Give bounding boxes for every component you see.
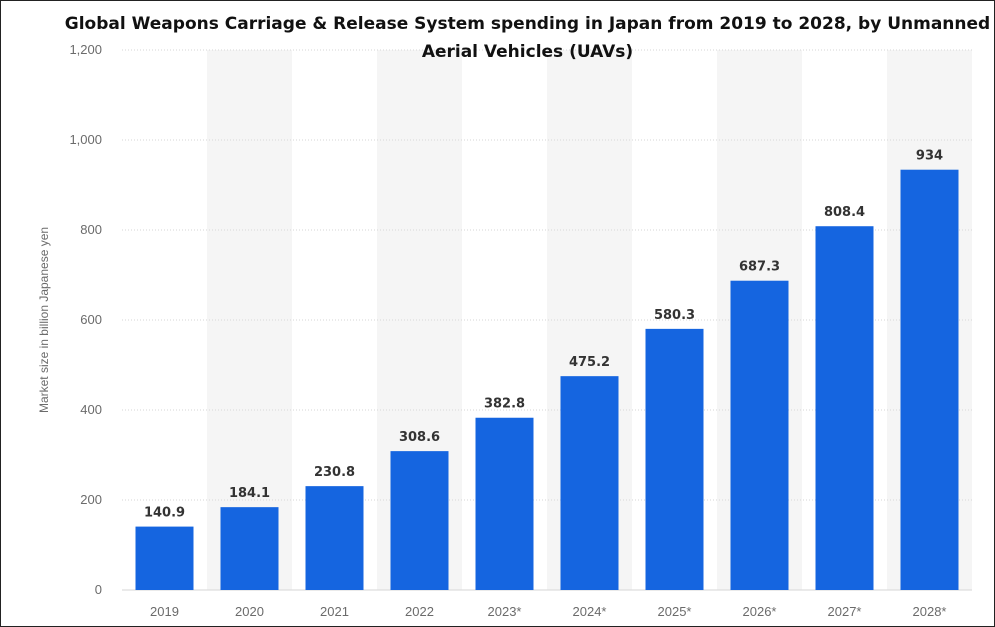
x-tick-label: 2027* xyxy=(828,604,862,619)
bar xyxy=(900,169,959,590)
x-tick-label: 2019 xyxy=(150,604,179,619)
x-tick-label: 2020 xyxy=(235,604,264,619)
y-tick-label: 800 xyxy=(80,222,102,237)
bar xyxy=(220,507,279,590)
chart-title-line-2: Aerial Vehicles (UAVs) xyxy=(421,42,634,62)
y-tick-label: 400 xyxy=(80,402,102,417)
bar xyxy=(305,486,364,590)
bar xyxy=(815,226,874,590)
y-tick-label: 200 xyxy=(80,492,102,507)
bar xyxy=(560,376,619,590)
bar xyxy=(730,280,789,590)
y-tick-label: 600 xyxy=(80,312,102,327)
x-tick-label: 2024* xyxy=(573,604,607,619)
chart-title-line-1: Global Weapons Carriage & Release System… xyxy=(64,14,991,34)
value-label: 184.1 xyxy=(229,486,270,501)
bars xyxy=(135,169,959,590)
value-label: 475.2 xyxy=(569,355,610,370)
x-tick-label: 2022 xyxy=(405,604,434,619)
y-tick-label: 0 xyxy=(95,582,102,597)
x-tick-label: 2025* xyxy=(658,604,692,619)
value-label: 308.6 xyxy=(399,430,440,445)
value-label: 230.8 xyxy=(314,465,355,480)
y-tick-label: 1,200 xyxy=(69,42,102,57)
y-axis-ticks: 0 200 400 600 800 1,000 1,200 xyxy=(69,42,102,597)
value-label: 580.3 xyxy=(654,308,695,323)
x-tick-label: 2023* xyxy=(488,604,522,619)
value-label: 382.8 xyxy=(484,397,525,412)
value-label: 140.9 xyxy=(144,506,185,521)
x-axis-ticks: 2019 2020 2021 2022 2023* 2024* 2025* 2026* 2027… xyxy=(150,604,946,619)
x-tick-label: 2028* xyxy=(913,604,947,619)
value-labels: 140.9 184.1 230.8 308.6 382.8 475.2 580.3 687.3… xyxy=(144,149,943,521)
x-tick-label: 2026* xyxy=(743,604,777,619)
bar xyxy=(135,526,194,590)
value-label: 687.3 xyxy=(739,260,780,275)
bar xyxy=(645,328,704,590)
bar xyxy=(475,417,534,590)
bar xyxy=(390,451,449,590)
y-tick-label: 1,000 xyxy=(69,132,102,147)
value-label: 808.4 xyxy=(824,205,865,220)
y-axis-label: Market size in billion Japanese yen xyxy=(37,227,51,413)
chart-title: Global Weapons Carriage & Release System… xyxy=(60,10,995,66)
x-tick-label: 2021 xyxy=(320,604,349,619)
value-label: 934 xyxy=(916,149,943,164)
